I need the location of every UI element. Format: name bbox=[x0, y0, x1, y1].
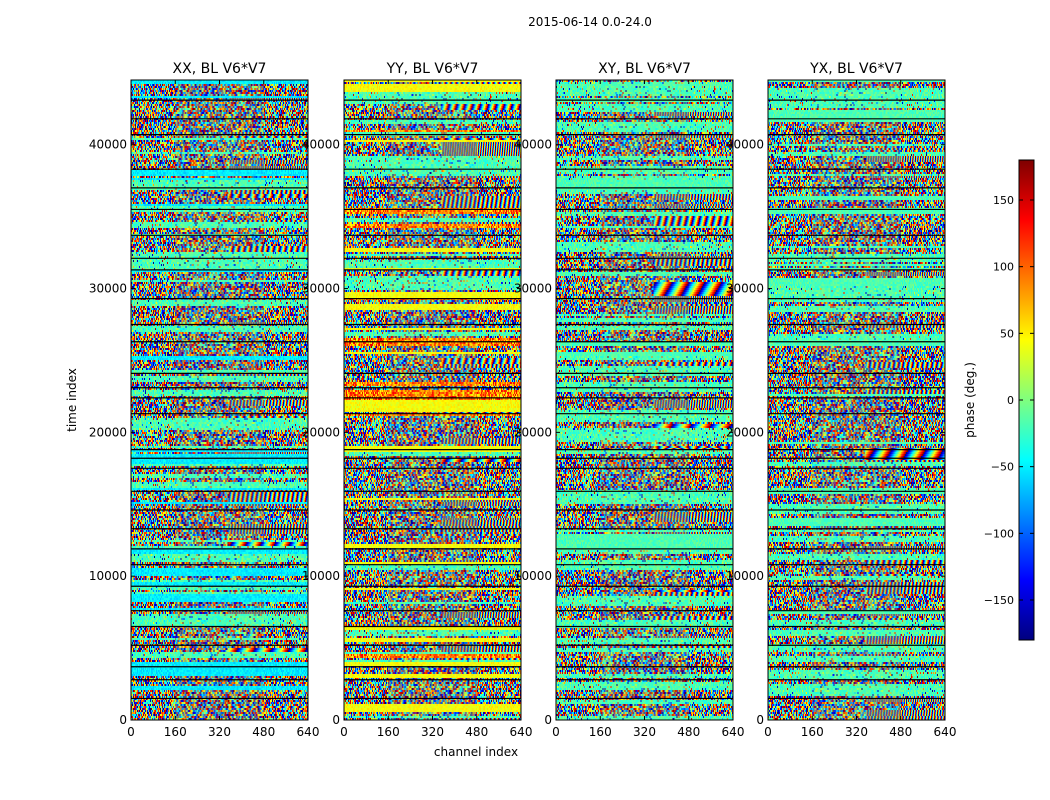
x-tick-label: 0 bbox=[764, 725, 772, 739]
x-tick-label: 480 bbox=[889, 725, 912, 739]
colorbar-tick-label: 150 bbox=[993, 194, 1014, 207]
x-tick-label: 160 bbox=[377, 725, 400, 739]
heatmap-image-yy bbox=[344, 80, 521, 720]
y-tick-label: 0 bbox=[119, 713, 127, 727]
panel-yx: YX, BL V6*V7 0 160 320 480 640 0 10000 20000 3000… bbox=[726, 61, 957, 739]
heatmap-image-yx bbox=[768, 80, 945, 720]
x-tick-label: 160 bbox=[589, 725, 612, 739]
y-tick-label: 0 bbox=[332, 713, 340, 727]
y-tick-label: 10000 bbox=[302, 569, 340, 583]
y-tick-label: 30000 bbox=[726, 282, 764, 296]
colorbar-tick-label: 0 bbox=[1007, 394, 1014, 407]
x-tick-label: 0 bbox=[340, 725, 348, 739]
x-tick-label: 160 bbox=[801, 725, 824, 739]
x-tick-label: 480 bbox=[677, 725, 700, 739]
x-tick-label: 640 bbox=[722, 725, 745, 739]
panel-yy: YY, BL V6*V7 0 160 320 480 640 0 10000 20000 3000… bbox=[302, 61, 533, 739]
y-tick-label: 20000 bbox=[726, 425, 764, 439]
x-tick-label: 0 bbox=[552, 725, 560, 739]
x-tick-label: 320 bbox=[633, 725, 656, 739]
colorbar-tick-label: 50 bbox=[1000, 327, 1014, 340]
panel-xx: XX, BL V6*V7 0 160 320 480 640 0 10000 20000 3000… bbox=[89, 61, 320, 739]
x-tick-label: 640 bbox=[934, 725, 957, 739]
y-tick-label: 10000 bbox=[514, 569, 552, 583]
y-tick-label: 20000 bbox=[89, 425, 127, 439]
y-tick-label: 0 bbox=[756, 713, 764, 727]
x-tick-label: 640 bbox=[297, 725, 320, 739]
y-tick-label: 30000 bbox=[302, 282, 340, 296]
y-tick-label: 10000 bbox=[89, 569, 127, 583]
y-tick-label: 40000 bbox=[726, 138, 764, 152]
x-tick-label: 480 bbox=[252, 725, 275, 739]
y-tick-label: 20000 bbox=[302, 425, 340, 439]
x-tick-label: 320 bbox=[208, 725, 231, 739]
x-tick-label: 0 bbox=[127, 725, 135, 739]
panel-title: YY, BL V6*V7 bbox=[386, 61, 479, 77]
colorbar-tick-label: −150 bbox=[984, 594, 1014, 607]
panel-title: XY, BL V6*V7 bbox=[598, 61, 691, 77]
panels-group: XX, BL V6*V7 0 160 320 480 640 0 10000 20000 3000… bbox=[65, 61, 956, 759]
y-tick-label: 40000 bbox=[302, 138, 340, 152]
colorbar-tick-label: 100 bbox=[993, 261, 1014, 274]
y-tick-label: 30000 bbox=[514, 282, 552, 296]
x-axis-label: channel index bbox=[434, 745, 518, 759]
colorbar-tick-label: −100 bbox=[984, 527, 1014, 540]
colorbar: −150 −100 −50 0 50 100 150 phase (deg.) bbox=[963, 159, 1035, 641]
panel-title: YX, BL V6*V7 bbox=[809, 61, 903, 77]
x-tick-label: 160 bbox=[164, 725, 187, 739]
x-tick-label: 320 bbox=[845, 725, 868, 739]
y-tick-label: 40000 bbox=[89, 138, 127, 152]
y-tick-label: 40000 bbox=[514, 138, 552, 152]
heatmap-image-xx bbox=[131, 80, 308, 720]
colorbar-tick-label: −50 bbox=[991, 461, 1014, 474]
y-tick-label: 30000 bbox=[89, 282, 127, 296]
colorbar-label: phase (deg.) bbox=[963, 362, 977, 438]
y-tick-label: 10000 bbox=[726, 569, 764, 583]
panel-title: XX, BL V6*V7 bbox=[173, 61, 267, 77]
heatmap-image-xy bbox=[556, 80, 733, 720]
y-axis-label: time index bbox=[65, 368, 79, 432]
y-tick-label: 20000 bbox=[514, 425, 552, 439]
y-tick-label: 0 bbox=[544, 713, 552, 727]
x-tick-label: 640 bbox=[510, 725, 533, 739]
panel-xy: XY, BL V6*V7 0 160 320 480 640 0 10000 20000 3000… bbox=[514, 61, 745, 739]
figure-suptitle: 2015-06-14 0.0-24.0 bbox=[528, 15, 652, 29]
x-tick-label: 480 bbox=[465, 725, 488, 739]
x-tick-label: 320 bbox=[421, 725, 444, 739]
